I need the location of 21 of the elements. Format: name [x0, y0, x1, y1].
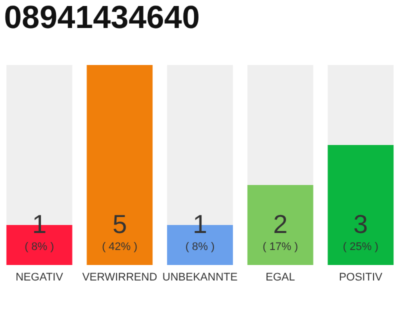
bar: [247, 185, 314, 265]
chart-title: 08941434640: [4, 0, 200, 35]
bar: [86, 65, 153, 265]
data-label: 2: [273, 209, 288, 239]
x-tick-label: UNBEKANNTE: [162, 272, 238, 284]
bar: [328, 145, 394, 265]
x-tick-label: VERWIRREND: [82, 272, 158, 284]
bar: [247, 65, 314, 185]
annotation: ( 42% ): [102, 241, 138, 253]
x-tick-label: EGAL: [266, 272, 296, 284]
data-label: 3: [353, 209, 368, 239]
annotation: ( 17% ): [262, 241, 298, 253]
data-label: 1: [192, 209, 208, 239]
x-tick-label: NEGATIV: [16, 272, 64, 284]
bar: [328, 65, 394, 145]
annotation: ( 8% ): [24, 241, 54, 253]
data-label: 1: [32, 209, 47, 239]
data-label: 5: [112, 209, 127, 239]
x-tick-label: POSITIV: [338, 272, 384, 284]
annotation: ( 25% ): [342, 241, 378, 253]
annotation: ( 8% ): [185, 241, 215, 253]
